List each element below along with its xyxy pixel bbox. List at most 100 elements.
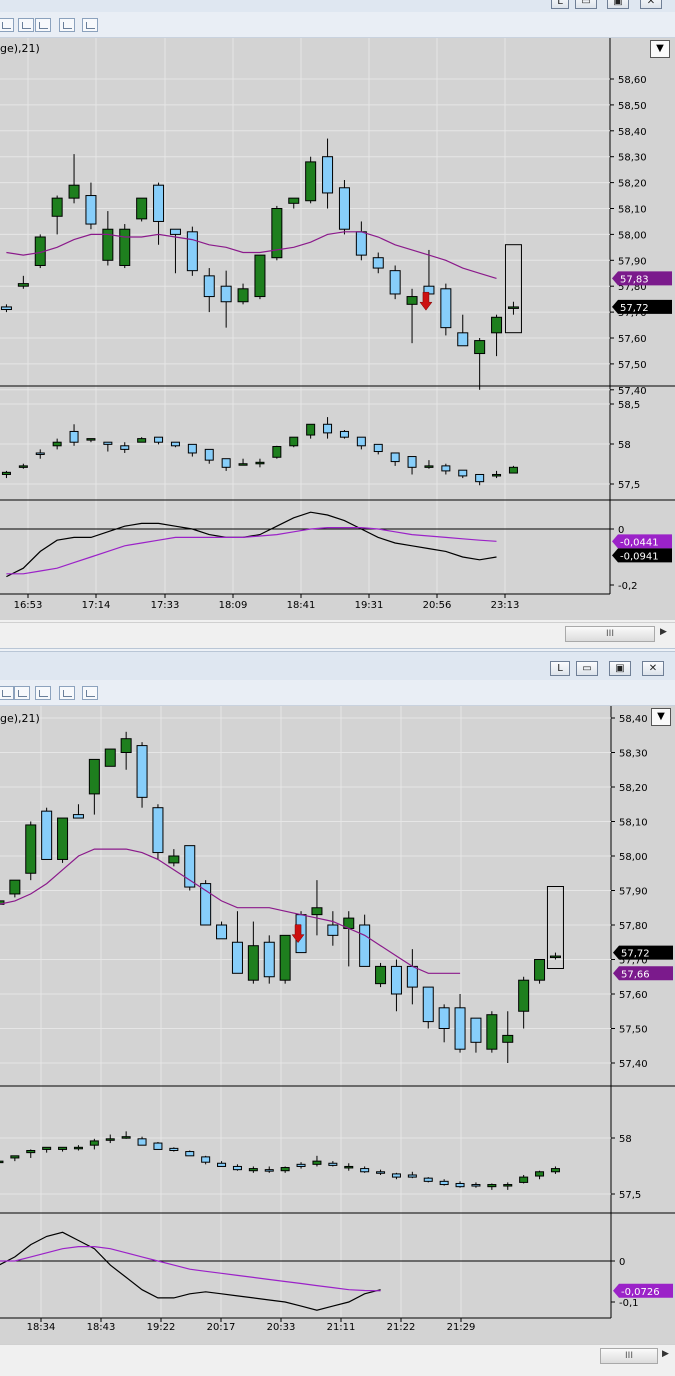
osc-tick-label: -0,1 [619,1298,639,1309]
mid-candle-up [306,423,316,436]
properties-icon[interactable] [82,686,98,700]
bar-chart-icon[interactable] [0,18,14,32]
price-tick-label: 58,30 [618,153,647,164]
candle-up [17,283,29,287]
mid-tick-label: 58 [619,1134,632,1145]
maximize-button[interactable]: ▣ [609,661,631,676]
price-tick-label: 57,50 [618,360,647,371]
horizontal-scrollbar[interactable]: III ▶ [0,622,675,644]
price-badge: 57,72 [612,299,672,314]
mid-candle-down [391,1173,401,1178]
candle-down [184,845,196,888]
mid-candle-up [10,1155,20,1159]
price-badge: 57,83 [612,271,672,286]
candle-up [168,855,180,864]
candle-up [507,306,519,309]
candle-down [153,184,165,222]
candle-down [470,1017,482,1043]
candle-up [0,900,5,905]
chart-menu-dropdown[interactable]: ▼ [650,40,670,58]
candlestick-icon[interactable] [14,686,30,700]
osc-badge-shape [612,534,672,549]
chart-canvas[interactable]: 58,60 58,50 58,40 58,30 58,20 58,10 58,00 57,90… [0,38,675,620]
indicator-legend: ge),21) [0,42,40,55]
mid-candle-up [508,466,518,474]
mid-candle-down [475,473,485,483]
mid-candle-up [289,436,299,447]
oscillator-signal-line [6,527,497,575]
time-label: 20:17 [207,1322,236,1333]
mid-candle-up [86,438,96,441]
mid-candle-up [89,1140,99,1146]
close-button[interactable]: ✕ [642,661,664,676]
mid-candle-up [73,1146,83,1150]
mid-candle-up [424,465,434,468]
current-bar-box [504,244,522,334]
osc-badge: -0,0941 [612,548,672,563]
price-tick-label: 58,40 [619,714,648,725]
mid-candle-up [238,463,248,466]
mid-candle-down [154,436,164,443]
close-button[interactable]: ✕ [640,0,662,9]
candle-down [231,941,243,974]
mid-candle-up [550,1168,560,1173]
candle-up [288,197,300,204]
scroll-right-icon[interactable]: ▶ [662,1349,669,1359]
mid-candle-down [153,1142,163,1150]
scroll-thumb[interactable]: III [600,1348,658,1364]
price-tick-label: 57,40 [619,1059,648,1070]
chart-svg: 58,40 58,30 58,20 58,10 58,00 57,90 57,80 57,70… [0,706,675,1333]
candle-up [119,228,131,266]
mid-candle-up [492,473,502,477]
mid-candle-down [137,1138,147,1146]
indicator-icon[interactable] [35,686,51,700]
price-badge-label: 57,83 [620,274,649,285]
indicator-icon[interactable] [35,18,51,32]
strategy-icon[interactable] [59,686,75,700]
indicator-legend: ge),21) [0,712,40,725]
mid-candle-down [323,423,333,434]
osc-badge: -0,0441 [612,534,672,549]
candle-up [502,1034,514,1043]
minimize-button[interactable]: ▭ [575,0,597,9]
oscillator-line [0,1231,381,1311]
price-tick-label: 57,60 [618,334,647,345]
link-button[interactable]: L [550,661,570,676]
properties-icon[interactable] [82,18,98,32]
minimize-button[interactable]: ▭ [576,661,598,676]
mid-candle-down [376,1171,386,1174]
osc-badge-label: -0,0726 [621,1287,660,1298]
price-tick-label: 58,00 [619,852,648,863]
candle-up [104,748,116,767]
chart-canvas[interactable]: 58,40 58,30 58,20 58,10 58,00 57,90 57,80 57,70… [0,706,675,1346]
scroll-right-icon[interactable]: ▶ [660,627,667,637]
mid-candle-up [519,1176,529,1183]
strategy-icon[interactable] [59,18,75,32]
candle-down [390,965,402,995]
price-tick-label: 58,30 [619,749,648,760]
mid-candle-down [423,1177,433,1182]
chart-menu-dropdown[interactable]: ▼ [651,708,671,726]
price-tick-label: 57,90 [618,256,647,267]
bar-chart-icon[interactable] [0,686,14,700]
link-button[interactable]: L [551,0,569,9]
candle-down [216,924,228,940]
candle-up [254,254,266,298]
mid-candle-down [339,430,349,438]
maximize-button[interactable]: ▣ [607,0,629,9]
candle-up [51,197,63,217]
mid-candle-up [26,1150,36,1154]
scroll-thumb[interactable]: III [565,626,655,642]
candlestick-icon[interactable] [18,18,34,32]
mid-tick-label: 57,5 [618,480,640,491]
price-tick-label: 58,20 [618,179,647,190]
horizontal-scrollbar[interactable]: III ▶ [0,1344,675,1366]
candle-up [88,758,100,795]
mid-candle-up [272,446,282,458]
mid-candle-up [0,1160,4,1164]
osc-tick-label: -0,2 [618,581,638,592]
time-label: 18:34 [27,1322,56,1333]
price-tick-label: 58,10 [618,205,647,216]
candle-up [486,1014,498,1050]
price-badge-label: 57,72 [621,949,650,960]
